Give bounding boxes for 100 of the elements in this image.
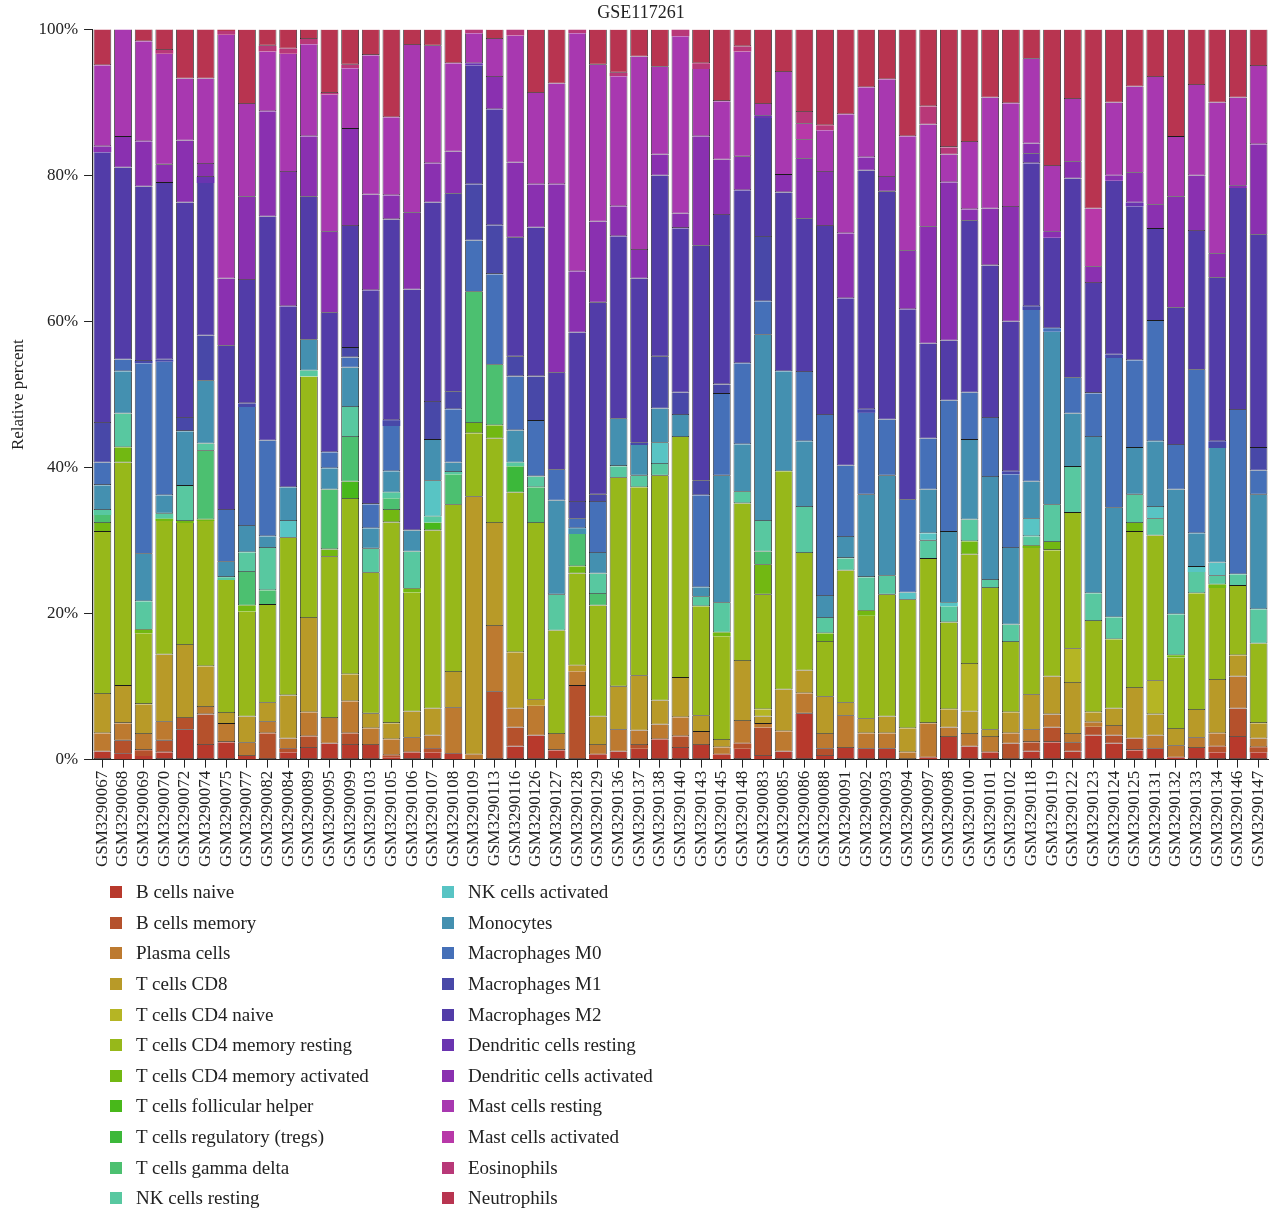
legend-label: T cells follicular helper bbox=[136, 1095, 314, 1118]
x-tick-label: GSM3290101 bbox=[979, 770, 999, 868]
bar bbox=[1043, 328, 1061, 332]
x-tick-label: GSM3290097 bbox=[917, 770, 937, 868]
bar bbox=[382, 492, 401, 499]
x-tick-label: GSM3290082 bbox=[257, 770, 277, 868]
x-tick-label: GSM3290103 bbox=[360, 770, 380, 868]
legend-label: Dendritic cells resting bbox=[468, 1034, 636, 1057]
legend-label: NK cells resting bbox=[136, 1187, 260, 1210]
x-tick-label: GSM3290125 bbox=[1124, 770, 1144, 868]
x-tick-label: GSM3290133 bbox=[1186, 770, 1206, 868]
legend-label: T cells CD4 memory activated bbox=[136, 1064, 369, 1087]
x-tick-label: GSM3290123 bbox=[1082, 770, 1102, 868]
bar bbox=[176, 520, 194, 524]
x-tick-label: GSM3290137 bbox=[628, 770, 648, 868]
x-tick-label: GSM3290075 bbox=[215, 770, 235, 868]
x-tick-label: GSM3290109 bbox=[463, 770, 483, 868]
y-tick-label: 0% bbox=[55, 749, 79, 769]
legend-label: T cells gamma delta bbox=[136, 1156, 290, 1179]
bar bbox=[279, 48, 298, 54]
x-tick-label: GSM3290070 bbox=[153, 770, 173, 868]
x-tick-label: GSM3290089 bbox=[298, 770, 318, 868]
bar bbox=[444, 753, 463, 760]
x-tick-label: GSM3290145 bbox=[711, 770, 731, 868]
legend-label: Mast cells activated bbox=[468, 1126, 619, 1149]
x-tick-label: GSM3290136 bbox=[608, 770, 628, 868]
legend-label: T cells CD4 memory resting bbox=[136, 1034, 353, 1057]
x-tick-label: GSM3290122 bbox=[1062, 770, 1082, 868]
bar bbox=[1208, 584, 1227, 589]
x-tick-label: GSM3290147 bbox=[1248, 770, 1268, 868]
bar bbox=[196, 177, 215, 183]
x-tick-label: GSM3290102 bbox=[1000, 770, 1020, 868]
bar bbox=[155, 513, 174, 519]
y-tick-label: 100% bbox=[38, 19, 79, 39]
x-tick-label: GSM3290131 bbox=[1144, 770, 1164, 868]
bar bbox=[733, 46, 752, 52]
legend-label: Macrophages M0 bbox=[468, 942, 602, 965]
x-tick-label: GSM3290105 bbox=[380, 770, 400, 868]
x-tick-label: GSM3290106 bbox=[401, 770, 421, 868]
bar bbox=[754, 756, 772, 760]
bar bbox=[857, 610, 876, 616]
x-tick-label: GSM3290127 bbox=[546, 770, 566, 868]
x-tick-label: GSM3290118 bbox=[1020, 770, 1040, 867]
bar bbox=[93, 146, 112, 153]
bar bbox=[1249, 747, 1268, 753]
bar bbox=[155, 518, 174, 521]
x-tick-label: GSM3290083 bbox=[752, 770, 772, 868]
legend-label: Mast cells resting bbox=[468, 1095, 603, 1118]
x-tick-label: GSM3290092 bbox=[855, 770, 875, 868]
bar bbox=[816, 125, 834, 131]
legend-label: T cells regulatory (tregs) bbox=[136, 1126, 324, 1149]
y-tick-label: 40% bbox=[46, 457, 79, 477]
bar bbox=[754, 115, 772, 118]
bar bbox=[630, 745, 649, 749]
bar bbox=[134, 756, 153, 760]
x-tick-label: GSM3290067 bbox=[91, 770, 111, 868]
x-tick-label: GSM3290068 bbox=[112, 770, 132, 868]
x-tick-label: GSM3290146 bbox=[1227, 770, 1247, 868]
x-tick-label: GSM3290126 bbox=[525, 770, 545, 868]
y-tick-label: 60% bbox=[46, 311, 79, 331]
bar bbox=[93, 509, 112, 516]
bar bbox=[733, 743, 752, 749]
x-tick-label: GSM3290074 bbox=[195, 770, 215, 868]
x-tick-label: GSM3290085 bbox=[773, 770, 793, 868]
bar bbox=[217, 577, 236, 581]
legend-label: Eosinophils bbox=[468, 1156, 558, 1179]
x-tick-label: GSM3290093 bbox=[876, 770, 896, 868]
x-tick-label: GSM3290098 bbox=[938, 770, 958, 868]
bar bbox=[114, 753, 132, 760]
x-tick-label: GSM3290132 bbox=[1165, 770, 1185, 868]
x-tick-label: GSM3290134 bbox=[1206, 770, 1226, 868]
legend-label: Neutrophils bbox=[468, 1187, 558, 1210]
x-tick-label: GSM3290113 bbox=[484, 770, 504, 867]
legend-label: NK cells activated bbox=[468, 881, 609, 904]
x-tick-label: GSM3290099 bbox=[339, 770, 359, 868]
legend-label: Dendritic cells activated bbox=[468, 1064, 653, 1087]
x-tick-label: GSM3290138 bbox=[649, 770, 669, 868]
bar bbox=[692, 63, 710, 70]
x-tick-label: GSM3290116 bbox=[504, 770, 524, 867]
x-tick-label: GSM3290143 bbox=[690, 770, 710, 868]
x-tick-label: GSM3290107 bbox=[422, 770, 442, 868]
x-tick-label: GSM3290148 bbox=[731, 770, 751, 868]
legend-label: Plasma cells bbox=[136, 942, 231, 965]
bar bbox=[1229, 185, 1247, 189]
legend-label: B cells naive bbox=[136, 881, 235, 904]
x-tick-label: GSM3290108 bbox=[442, 770, 462, 868]
bar bbox=[568, 665, 587, 672]
legend-label: B cells memory bbox=[136, 911, 257, 934]
bar bbox=[155, 50, 174, 54]
legend-label: T cells CD8 bbox=[136, 973, 228, 996]
bar bbox=[816, 756, 834, 760]
x-tick-label: GSM3290119 bbox=[1041, 770, 1061, 867]
bar bbox=[1084, 722, 1103, 727]
x-tick-label: GSM3290069 bbox=[133, 770, 153, 868]
bar bbox=[258, 45, 277, 52]
bar bbox=[238, 756, 256, 760]
y-axis-title: Relative percent bbox=[7, 338, 27, 451]
x-tick-label: GSM3290091 bbox=[835, 770, 855, 868]
bar bbox=[1187, 566, 1206, 573]
x-tick-label: GSM3290084 bbox=[277, 770, 297, 868]
